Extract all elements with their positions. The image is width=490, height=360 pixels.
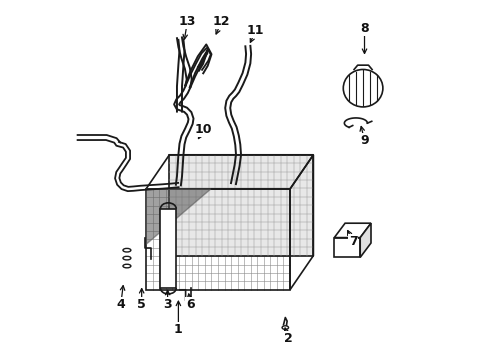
Text: 8: 8 [360, 22, 369, 35]
Bar [334, 238, 360, 257]
Text: 13: 13 [179, 15, 196, 28]
Text: 2: 2 [284, 332, 293, 345]
Polygon shape [334, 223, 371, 238]
Text: 6: 6 [186, 298, 195, 311]
Polygon shape [170, 155, 314, 256]
Bar [160, 209, 176, 288]
Text: 12: 12 [213, 15, 230, 28]
Text: 5: 5 [137, 298, 146, 311]
Polygon shape [146, 189, 211, 244]
Text: 9: 9 [360, 134, 369, 147]
Ellipse shape [343, 69, 383, 107]
Text: 10: 10 [195, 123, 212, 136]
Polygon shape [360, 223, 371, 257]
Text: 1: 1 [174, 323, 183, 336]
Ellipse shape [282, 326, 289, 329]
Text: 7: 7 [348, 235, 357, 248]
Text: 11: 11 [247, 24, 265, 37]
Text: 3: 3 [163, 298, 172, 311]
Text: 4: 4 [117, 298, 125, 311]
